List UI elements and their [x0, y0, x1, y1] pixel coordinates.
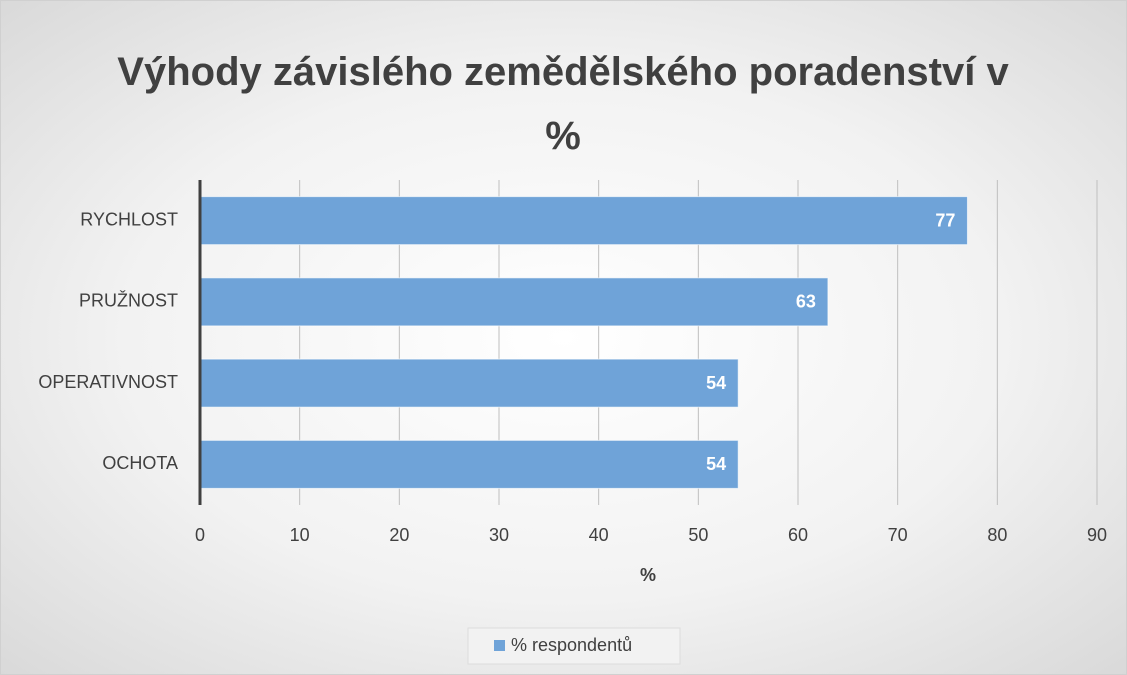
x-tick-label: 40: [589, 525, 609, 545]
bar: [199, 196, 968, 246]
x-tick-label: 20: [389, 525, 409, 545]
legend-swatch: [494, 640, 505, 651]
x-tick-label: 80: [987, 525, 1007, 545]
x-tick-label: 30: [489, 525, 509, 545]
x-tick-label: 50: [688, 525, 708, 545]
x-tick-label: 10: [290, 525, 310, 545]
x-axis-title: %: [640, 565, 656, 585]
data-label: 77: [935, 210, 955, 230]
y-tick-label: RYCHLOST: [80, 209, 178, 229]
x-tick-label: 0: [195, 525, 205, 545]
x-tick-label: 70: [888, 525, 908, 545]
bar: [199, 358, 739, 408]
legend-label: % respondentů: [511, 635, 632, 655]
data-label: 54: [706, 373, 726, 393]
y-tick-label: PRUŽNOST: [79, 291, 178, 311]
x-tick-label: 90: [1087, 525, 1107, 545]
data-label: 54: [706, 454, 726, 474]
bar: [199, 277, 829, 327]
data-label: 63: [796, 292, 816, 312]
bar: [199, 439, 739, 489]
y-tick-label: OCHOTA: [102, 453, 178, 473]
x-tick-label: 60: [788, 525, 808, 545]
chart-title: Výhody závislého zemědělského poradenstv…: [117, 50, 1009, 158]
y-tick-label: OPERATIVNOST: [38, 372, 178, 392]
